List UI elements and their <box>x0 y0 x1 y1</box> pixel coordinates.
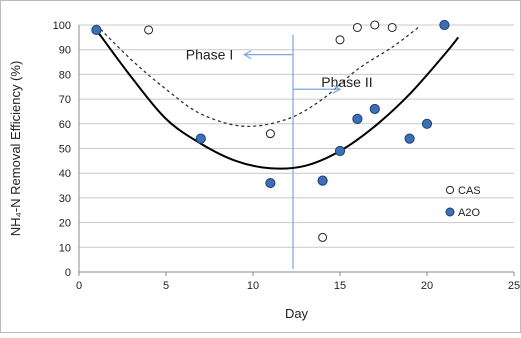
point-a2o-0 <box>91 24 102 36</box>
point-cas-1 <box>144 25 154 35</box>
phase-label-2: Phase II <box>321 74 372 90</box>
y-tick-label-50: 50 <box>59 144 71 156</box>
phase-arrow-1-head <box>243 50 252 60</box>
data-points <box>91 19 450 242</box>
point-a2o-8 <box>421 118 433 129</box>
point-cas-2 <box>265 129 275 139</box>
point-a2o-2 <box>265 177 276 189</box>
point-cas-3 <box>318 232 328 242</box>
point-cas-4 <box>335 35 345 45</box>
y-tick-label-80: 80 <box>59 69 71 81</box>
x-axis-title: Day <box>285 306 309 321</box>
point-cas-6 <box>370 20 380 30</box>
point-a2o-3 <box>317 175 328 186</box>
point-a2o-4 <box>334 145 346 157</box>
legend-label-cas: CAS <box>458 185 481 197</box>
y-tick-label-70: 70 <box>59 94 71 106</box>
point-cas-7 <box>387 22 397 32</box>
point-cas-5 <box>352 22 362 32</box>
y-tick-label-40: 40 <box>59 168 71 180</box>
axes <box>78 25 515 276</box>
x-tick-label-15: 15 <box>334 280 346 292</box>
x-tick-label-25: 25 <box>508 280 520 292</box>
point-a2o-9 <box>439 19 450 31</box>
point-a2o-5 <box>352 113 363 124</box>
y-tick-label-0: 0 <box>65 267 71 279</box>
y-tick-label-10: 10 <box>59 242 71 254</box>
legend-label-a2o: A2O <box>458 207 480 219</box>
x-tick-label-0: 0 <box>76 280 82 292</box>
point-a2o-6 <box>369 103 380 115</box>
phase-arrow-2-head <box>332 84 342 94</box>
point-a2o-7 <box>404 133 415 144</box>
legend: CAS A2O <box>445 185 481 219</box>
y-tick-label-60: 60 <box>59 119 71 131</box>
y-tick-label-20: 20 <box>59 218 71 230</box>
legend-marker-a2o <box>445 207 455 217</box>
y-tick-label-90: 90 <box>59 45 71 57</box>
y-tick-label-30: 30 <box>59 193 71 205</box>
point-a2o-1 <box>195 133 206 144</box>
x-tick-label-10: 10 <box>247 280 259 292</box>
phase-annotations: Phase I Phase II <box>186 47 373 94</box>
x-tick-label-5: 5 <box>163 280 169 292</box>
y-axis-title: NH₄-N Removal Efficiency (%) <box>8 61 23 237</box>
tick-labels: 0 10 20 30 40 50 60 70 80 90 100 0 5 10 15 20 25 <box>53 20 520 292</box>
trendline-a2o <box>95 29 460 170</box>
trendline-cas <box>95 24 419 128</box>
legend-marker-cas <box>445 185 455 195</box>
x-tick-label-20: 20 <box>421 280 433 292</box>
y-tick-label-100: 100 <box>53 20 71 32</box>
trendlines <box>95 24 460 170</box>
phase-label-1: Phase I <box>186 47 233 63</box>
